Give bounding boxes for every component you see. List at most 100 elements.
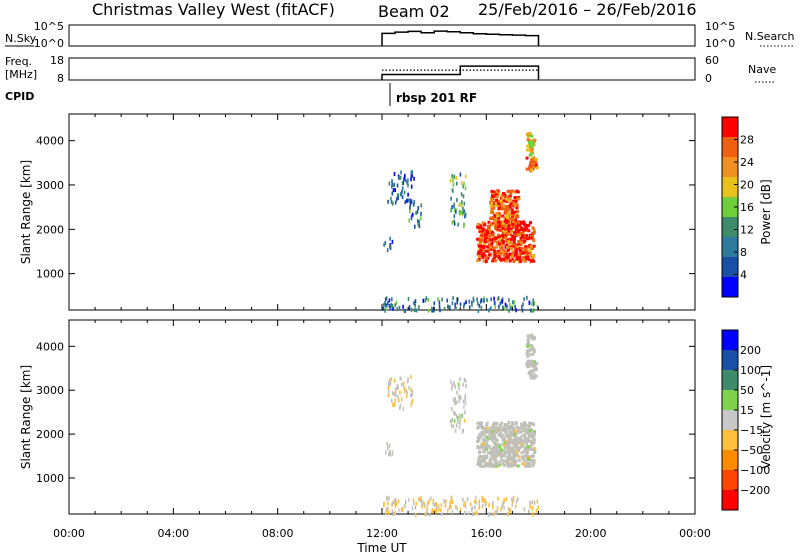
velocity-cell [492, 421, 496, 425]
power-cell [463, 201, 466, 206]
velocity-cell [450, 386, 453, 391]
velocity-colorbar-swatch [722, 410, 738, 431]
velocity-cell [488, 436, 492, 440]
power-cell [486, 245, 489, 249]
velocity-cell [529, 432, 533, 436]
velocity-cell [525, 447, 529, 451]
velocity-cell [524, 428, 527, 432]
power-ylabel: Slant Range [km] [19, 160, 33, 264]
velocity-cell [450, 379, 452, 384]
power-cell [522, 302, 524, 307]
power-cell [500, 244, 504, 247]
power-cell [410, 184, 413, 189]
velocity-cell [389, 449, 391, 454]
velocity-cell [483, 438, 487, 442]
power-cell [437, 297, 439, 302]
velocity-cell [460, 414, 463, 419]
velocity-cell [521, 423, 525, 427]
velocity-cell [508, 430, 512, 434]
velocity-cell [399, 403, 402, 408]
power-cell [453, 174, 455, 179]
velocity-cell [463, 377, 466, 382]
power-cell [418, 220, 420, 225]
velocity-cell [397, 499, 400, 504]
power-cell [464, 186, 467, 191]
power-cell [522, 256, 526, 260]
power-cell [497, 211, 501, 215]
velocity-cell [479, 463, 483, 467]
velocity-cell [527, 434, 531, 438]
power-cell [497, 216, 501, 220]
power-cell [489, 222, 493, 226]
velocity-cell [513, 463, 517, 467]
velocity-cell [510, 421, 514, 425]
power-cell [409, 209, 411, 214]
power-cell [515, 224, 519, 228]
power-cell [412, 202, 415, 207]
cpid-program: rbsp 201 RF [396, 91, 477, 105]
velocity-cell [488, 503, 490, 508]
date-range: 25/Feb/2016 – 26/Feb/2016 [478, 0, 697, 19]
power-cell [479, 224, 483, 228]
velocity-cell [536, 499, 539, 504]
power-cell [416, 218, 419, 223]
power-cell [453, 204, 455, 209]
power-cell [478, 254, 481, 258]
velocity-cell [485, 447, 489, 451]
power-cell [389, 244, 391, 249]
power-cell [491, 211, 495, 215]
velocity-cell [491, 436, 495, 440]
velocity-colorbar-swatch [722, 470, 738, 491]
velocity-cell [433, 502, 436, 507]
velocity-cell [497, 453, 501, 457]
power-cell [504, 245, 508, 249]
velocity-cell [487, 451, 490, 455]
velocity-colorbar-swatch [722, 390, 738, 411]
x-tick-label: 12:00 [366, 527, 398, 540]
power-cell [510, 237, 513, 241]
velocity-cell [412, 498, 415, 503]
power-cell [495, 195, 499, 199]
velocity-cell [393, 392, 396, 397]
velocity-cell [527, 425, 531, 429]
power-cell [501, 251, 505, 255]
power-cell [411, 173, 413, 178]
velocity-cell [464, 378, 467, 383]
velocity-colorbar-swatch [722, 430, 738, 451]
velocity-cell [522, 426, 526, 429]
nsky-panel: N.Sky 10^5 10^0 10^5 10^0 N.Search [5, 20, 795, 50]
power-cell [528, 301, 531, 306]
power-cell [490, 297, 492, 302]
power-cell [460, 192, 463, 197]
power-cell [507, 224, 511, 228]
power-cell [511, 199, 515, 203]
power-cell [516, 210, 520, 214]
velocity-colorbar-swatch [722, 490, 738, 511]
velocity-cell [493, 446, 497, 450]
power-cell [462, 206, 464, 211]
power-cell [494, 237, 498, 240]
power-cell [387, 199, 389, 204]
velocity-colorbar-tick-label: 100 [740, 364, 761, 377]
velocity-cell [530, 369, 534, 373]
power-cell [404, 173, 406, 178]
velocity-cell [394, 501, 397, 506]
velocity-cell [452, 424, 455, 429]
power-cell [388, 181, 391, 186]
velocity-cell [451, 510, 454, 514]
power-cell [504, 252, 508, 256]
velocity-cell [410, 374, 412, 379]
velocity-cell [511, 497, 513, 502]
power-cell [409, 198, 411, 203]
power-colorbar-swatch [722, 257, 738, 278]
power-cell [391, 191, 394, 196]
power-cell [388, 298, 391, 303]
power-cell [477, 301, 479, 306]
velocity-cell [537, 505, 540, 510]
power-cell [463, 302, 466, 307]
power-cell [531, 301, 533, 306]
power-cell [479, 248, 483, 252]
power-cell [490, 241, 494, 245]
power-cell [501, 234, 505, 237]
velocity-cell [517, 455, 521, 459]
